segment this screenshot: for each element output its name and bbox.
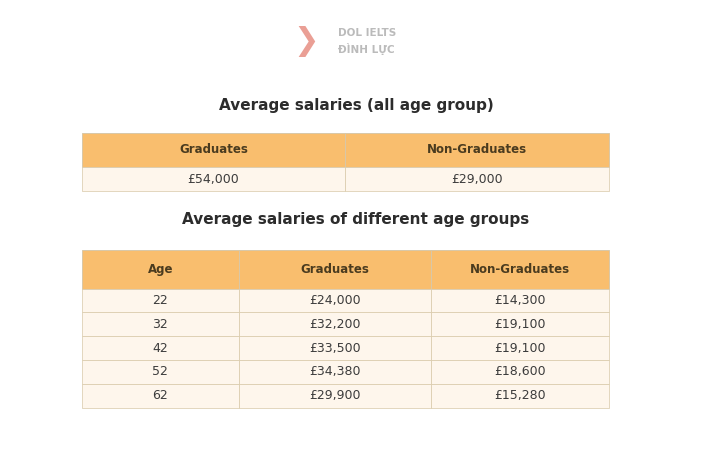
Text: 52: 52 [152,365,168,378]
Text: 32: 32 [152,318,168,331]
Text: £54,000: £54,000 [188,173,239,185]
FancyBboxPatch shape [82,167,345,191]
Text: £29,900: £29,900 [309,389,360,402]
FancyBboxPatch shape [239,336,431,360]
FancyBboxPatch shape [82,250,239,289]
Text: £32,200: £32,200 [309,318,360,331]
Text: £19,100: £19,100 [494,342,545,354]
FancyBboxPatch shape [82,312,239,336]
FancyBboxPatch shape [82,384,239,408]
Text: £24,000: £24,000 [309,294,360,307]
Text: 62: 62 [152,389,168,402]
Text: £33,500: £33,500 [309,342,360,354]
FancyBboxPatch shape [431,250,609,289]
FancyBboxPatch shape [239,250,431,289]
FancyBboxPatch shape [239,289,431,312]
Text: Non-Graduates: Non-Graduates [470,262,570,276]
Text: £34,380: £34,380 [309,365,360,378]
Text: Non-Graduates: Non-Graduates [427,143,527,157]
FancyBboxPatch shape [82,360,239,384]
Text: £14,300: £14,300 [494,294,545,307]
Text: Average salaries of different age groups: Average salaries of different age groups [182,213,530,227]
Text: DOL IELTS: DOL IELTS [338,28,397,38]
FancyBboxPatch shape [239,312,431,336]
Text: £19,100: £19,100 [494,318,545,331]
Text: Average salaries (all age group): Average salaries (all age group) [219,98,493,113]
FancyBboxPatch shape [431,312,609,336]
FancyBboxPatch shape [82,336,239,360]
Text: Graduates: Graduates [300,262,369,276]
FancyBboxPatch shape [82,289,239,312]
FancyBboxPatch shape [239,384,431,408]
Text: ĐÌNH LỰC: ĐÌNH LỰC [338,44,395,55]
FancyBboxPatch shape [82,133,345,167]
Text: £15,280: £15,280 [494,389,545,402]
Text: £29,000: £29,000 [451,173,503,185]
Text: Age: Age [147,262,173,276]
Text: 22: 22 [152,294,168,307]
FancyBboxPatch shape [431,289,609,312]
FancyBboxPatch shape [431,336,609,360]
FancyBboxPatch shape [345,167,609,191]
Text: ❯: ❯ [293,26,319,57]
FancyBboxPatch shape [431,360,609,384]
FancyBboxPatch shape [239,360,431,384]
Text: 42: 42 [152,342,168,354]
Text: £18,600: £18,600 [494,365,545,378]
FancyBboxPatch shape [431,384,609,408]
FancyBboxPatch shape [345,133,609,167]
Text: Graduates: Graduates [179,143,248,157]
